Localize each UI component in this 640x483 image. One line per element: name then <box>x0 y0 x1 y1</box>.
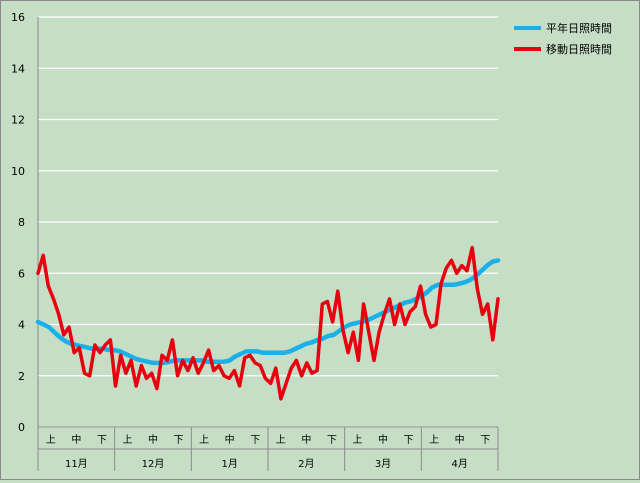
x-month-label: 4月 <box>451 458 467 470</box>
x-period-label: 中 <box>225 433 235 446</box>
y-axis-tick-labels: 0 2 4 6 8 10 12 14 16 <box>11 11 25 434</box>
x-month-label: 12月 <box>142 458 165 470</box>
x-period-label: 下 <box>97 435 107 446</box>
legend-label: 移動日照時間 <box>546 42 612 56</box>
series-lines <box>35 245 501 401</box>
x-month-label: 3月 <box>375 458 391 470</box>
x-period-label: 下 <box>327 435 337 446</box>
legend-label: 平年日照時間 <box>546 21 612 35</box>
y-tick-label: 12 <box>11 114 25 127</box>
x-axis: 上中下11月上中下12月上中下1月上中下2月上中下3月上中下4月 <box>37 426 499 471</box>
y-tick-label: 0 <box>18 421 25 434</box>
y-tick-label: 2 <box>18 370 25 383</box>
x-period-label: 上 <box>122 434 132 446</box>
x-period-label: 中 <box>71 433 81 446</box>
y-tick-label: 16 <box>11 11 25 24</box>
y-tick-label: 8 <box>18 216 25 229</box>
y-tick-label: 10 <box>11 165 25 178</box>
x-period-label: 下 <box>404 435 414 446</box>
x-period-label: 中 <box>301 433 311 446</box>
x-period-label: 上 <box>276 434 286 446</box>
x-month-label: 1月 <box>221 458 237 470</box>
x-month-label: 11月 <box>65 458 88 470</box>
x-period-label: 中 <box>378 433 388 446</box>
x-period-label: 上 <box>429 434 439 446</box>
x-period-label: 下 <box>480 435 490 446</box>
series-line-1 <box>36 245 500 401</box>
x-period-label: 下 <box>250 435 260 446</box>
x-month-label: 2月 <box>298 458 314 470</box>
y-tick-label: 4 <box>18 319 25 332</box>
x-period-label: 中 <box>148 433 158 446</box>
y-tick-label: 6 <box>18 267 25 280</box>
gridlines <box>37 16 498 428</box>
x-period-label: 上 <box>199 434 209 446</box>
x-period-label: 上 <box>46 434 56 446</box>
y-tick-label: 14 <box>11 62 25 75</box>
x-period-label: 上 <box>352 434 362 446</box>
x-period-label: 中 <box>455 433 465 446</box>
x-period-label: 下 <box>174 435 184 446</box>
